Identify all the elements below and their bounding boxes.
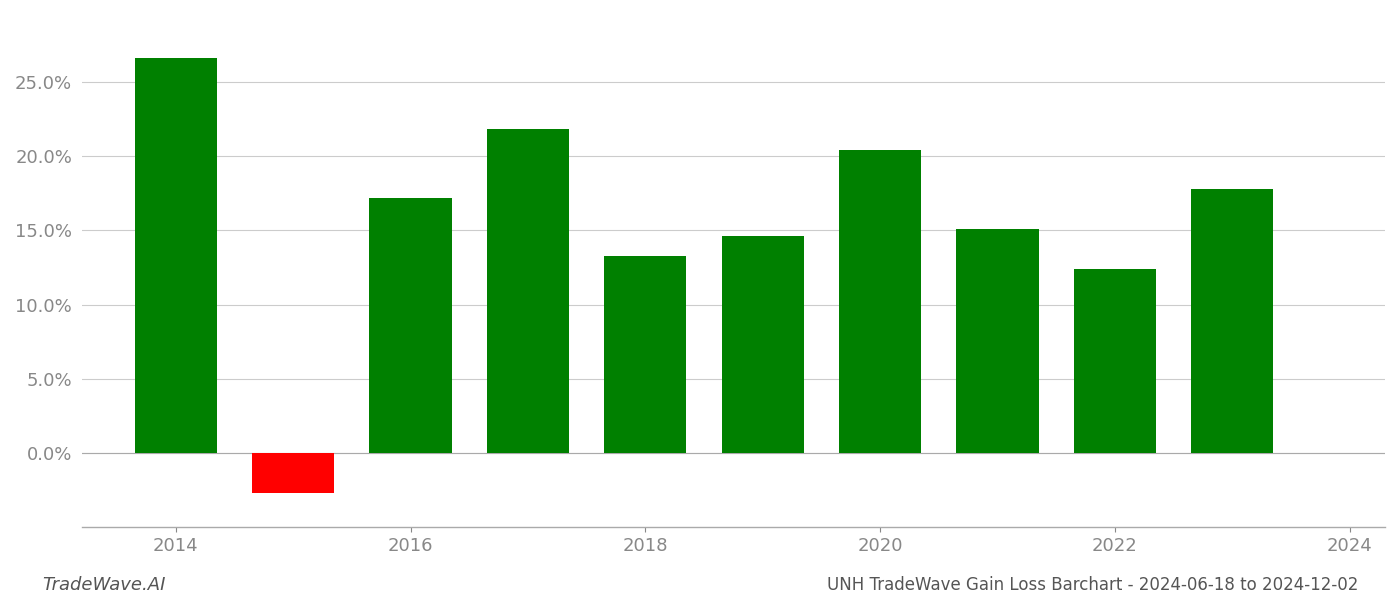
Bar bbox=[370, 197, 452, 453]
Bar bbox=[1074, 269, 1156, 453]
Bar bbox=[252, 453, 335, 493]
Bar bbox=[605, 256, 686, 453]
Bar bbox=[1191, 189, 1274, 453]
Bar bbox=[839, 150, 921, 453]
Bar bbox=[721, 236, 804, 453]
Text: UNH TradeWave Gain Loss Barchart - 2024-06-18 to 2024-12-02: UNH TradeWave Gain Loss Barchart - 2024-… bbox=[826, 576, 1358, 594]
Bar bbox=[956, 229, 1039, 453]
Text: TradeWave.AI: TradeWave.AI bbox=[42, 576, 165, 594]
Bar bbox=[487, 130, 568, 453]
Bar bbox=[134, 58, 217, 453]
